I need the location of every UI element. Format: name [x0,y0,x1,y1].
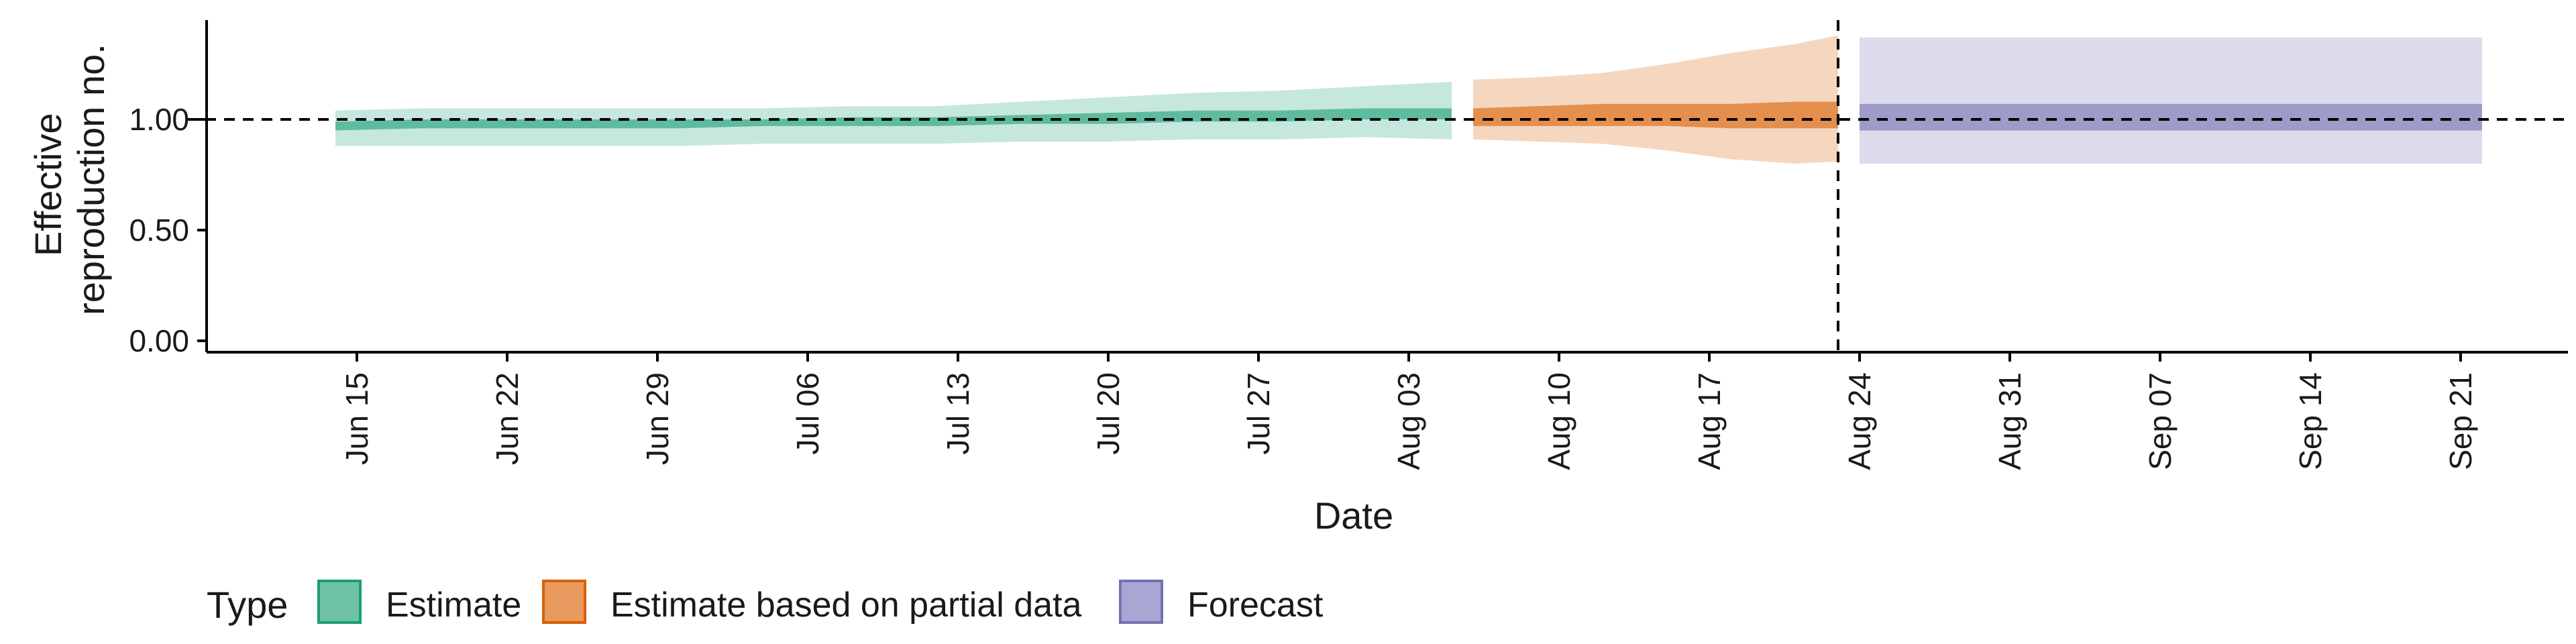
x-tick-label: Jul 13 [941,372,975,455]
legend-key [542,580,586,624]
y-axis-title-line-1: Effective [27,113,69,256]
x-tick-label: Aug 17 [1692,372,1727,470]
x-axis-title: Date [1314,494,1393,537]
band-inner-estimate-based-on-partial-data [1473,101,1838,129]
x-tick-label: Sep 07 [2143,372,2178,470]
x-tick-label: Aug 03 [1391,372,1426,470]
band-outer-estimate-based-on-partial-data [1473,35,1838,164]
y-tick-label: 0.50 [129,213,189,248]
x-tick-label: Jul 27 [1241,372,1276,455]
band-inner-forecast [1860,103,2482,131]
y-tick-label: 0.00 [129,323,189,358]
legend-items: Estimate Estimate based on partial data Fo… [317,580,1324,625]
x-tick-label: Jun 15 [339,372,374,465]
y-tick-label: 1.00 [129,102,189,137]
band-outer-estimate [335,81,1452,146]
x-tick-label: Jun 29 [640,372,675,465]
legend-label: Forecast [1187,586,1324,625]
legend-title: Type [207,584,288,626]
reference-lines [186,20,2568,352]
plot-bands [335,35,2482,164]
x-tick-label: Aug 10 [1542,372,1576,470]
legend: Type Estimate Estimate based on partial d… [207,580,1324,626]
legend-label: Estimate [386,586,521,625]
x-tick-label: Sep 14 [2293,372,2328,470]
x-tick-label: Aug 31 [1992,372,2027,470]
x-axis-ticks: Jun 15 Jun 22 Jun 29 Jul 06 Jul 13 Jul 20 Jul … [339,352,2478,470]
legend-key [1119,580,1163,624]
y-axis-title: Effective reproduction no. [27,44,112,315]
x-tick-label: Jul 06 [790,372,825,455]
band-inner-estimate [335,108,1452,131]
axes [205,20,2568,354]
legend-item-estimate: Estimate [317,580,521,625]
legend-item-estimate-based-on-partial-data: Estimate based on partial data [542,580,1082,625]
legend-item-forecast: Forecast [1119,580,1324,625]
x-tick-label: Aug 24 [1842,372,1877,470]
x-tick-label: Jul 20 [1091,372,1126,455]
legend-key [317,580,362,624]
x-tick-label: Sep 21 [2443,372,2478,470]
y-axis-ticks: 0.00 0.50 1.00 [129,102,207,358]
x-tick-label: Jun 22 [490,372,525,465]
y-axis-title-line-2: reproduction no. [70,44,112,315]
legend-label: Estimate based on partial data [610,586,1082,625]
band-outer-forecast [1860,37,2482,164]
